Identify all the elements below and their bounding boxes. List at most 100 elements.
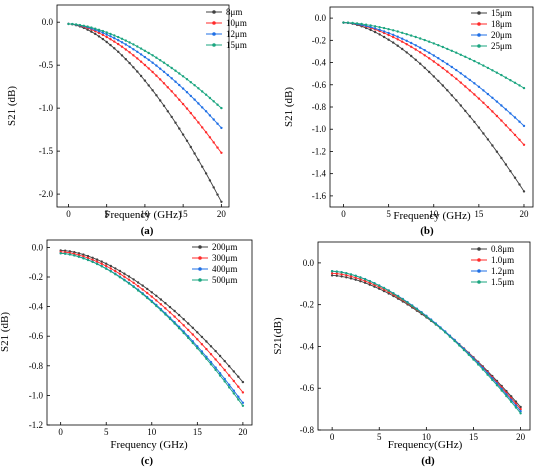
data-point <box>136 45 139 48</box>
data-point <box>168 305 172 309</box>
data-point <box>450 65 453 69</box>
legend-label: 500μm <box>212 275 237 285</box>
data-point <box>216 193 219 196</box>
data-point <box>459 72 462 75</box>
data-point <box>330 270 334 273</box>
data-point <box>232 389 235 392</box>
data-point <box>414 44 417 47</box>
data-point <box>500 156 503 160</box>
data-point <box>405 43 408 46</box>
data-point <box>63 252 67 255</box>
x-tick-label: 10 <box>147 427 157 437</box>
legend-label: 1.2μm <box>491 266 514 276</box>
legend-marker <box>477 11 481 15</box>
data-point <box>166 73 169 77</box>
data-point <box>345 276 348 279</box>
data-point <box>373 25 377 28</box>
y-tick-label: -0.2 <box>300 300 314 310</box>
data-point <box>97 28 101 31</box>
data-point <box>74 23 78 26</box>
data-point <box>208 114 212 117</box>
data-point <box>127 275 131 278</box>
data-point <box>150 300 153 304</box>
chart-panel-0: 0 5 10 15 20 0.0 -0.5 -1.0 -1.5 -2.0 Frequency (GH… <box>6 4 247 237</box>
data-point <box>178 83 181 87</box>
data-point <box>335 274 338 277</box>
data-point <box>330 274 334 277</box>
x-tick-label: 20 <box>516 432 526 442</box>
data-point <box>208 136 212 139</box>
data-point <box>139 60 143 63</box>
data-point <box>155 56 158 59</box>
data-point <box>410 45 413 48</box>
data-point <box>187 328 190 332</box>
data-point <box>204 131 208 134</box>
data-point <box>209 345 213 348</box>
data-point <box>109 270 113 273</box>
data-point <box>510 400 513 403</box>
data-point <box>151 89 154 92</box>
data-point <box>330 272 334 275</box>
data-point <box>216 103 219 106</box>
data-point <box>124 58 128 61</box>
data-point <box>170 115 173 119</box>
data-point <box>519 410 522 413</box>
data-point <box>355 22 359 25</box>
y-tick-label: -0.6 <box>312 80 327 90</box>
data-point <box>159 99 162 102</box>
data-point <box>136 50 139 53</box>
data-point <box>189 81 192 84</box>
data-point <box>182 331 185 335</box>
data-point <box>228 374 231 377</box>
data-point <box>458 344 461 347</box>
panel-label: (b) <box>420 225 434 237</box>
y-tick-label: -1.0 <box>29 390 44 400</box>
data-point <box>147 58 150 61</box>
data-point <box>151 61 154 64</box>
data-point <box>446 47 449 51</box>
y-axis-label: S21 (dB) <box>0 312 11 352</box>
data-point <box>519 412 522 415</box>
data-point <box>105 31 108 34</box>
data-point <box>378 287 381 290</box>
data-point <box>132 48 135 51</box>
data-point <box>168 311 172 314</box>
data-point <box>139 53 143 56</box>
data-point <box>241 404 245 407</box>
data-point <box>387 31 390 35</box>
data-point <box>349 275 353 278</box>
data-point <box>468 57 471 61</box>
data-point <box>185 139 189 142</box>
y-tick-label: -0.2 <box>29 272 43 282</box>
x-tick-label: 10 <box>140 209 150 219</box>
data-point <box>382 26 386 30</box>
legend-label: 15μm <box>491 8 512 18</box>
data-point <box>522 143 526 146</box>
data-point <box>441 45 444 49</box>
data-point <box>486 138 490 141</box>
legend-marker <box>198 245 202 249</box>
y-tick-label: -1.4 <box>312 169 327 179</box>
data-point <box>181 102 185 106</box>
data-point <box>481 368 485 371</box>
data-point <box>401 47 404 51</box>
data-point <box>459 81 462 84</box>
data-point <box>97 31 101 35</box>
data-point <box>146 296 149 300</box>
data-point <box>491 378 494 382</box>
data-point <box>139 74 143 78</box>
data-point <box>522 86 526 90</box>
data-point <box>128 51 131 54</box>
data-point <box>174 121 177 124</box>
data-point <box>410 34 413 37</box>
data-point <box>197 102 200 105</box>
data-point <box>67 22 70 26</box>
data-point <box>132 278 135 281</box>
data-point <box>392 35 395 39</box>
data-point <box>90 30 93 33</box>
data-point <box>191 341 194 345</box>
data-point <box>509 112 512 115</box>
data-point <box>204 110 208 113</box>
data-point <box>212 118 215 121</box>
data-point <box>170 90 173 93</box>
